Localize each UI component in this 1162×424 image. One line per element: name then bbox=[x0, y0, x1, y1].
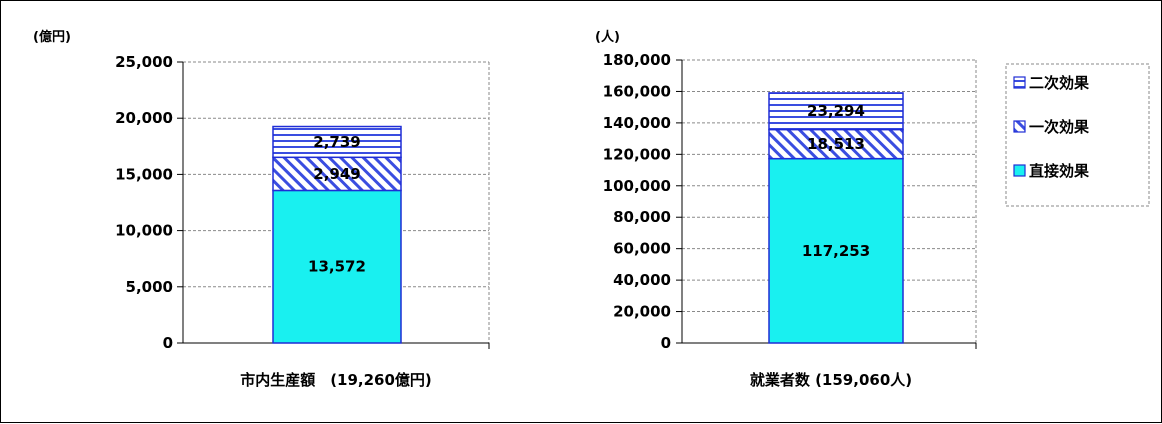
y-tick-label: 40,000 bbox=[613, 271, 671, 289]
bar-secondary bbox=[272, 125, 402, 159]
category-label: 市内生産額 (19,260億円) bbox=[240, 371, 432, 389]
bar-direct bbox=[272, 189, 402, 344]
y-tick-label: 160,000 bbox=[603, 82, 671, 100]
data-label-primary: 2,949 bbox=[313, 165, 360, 183]
category-label: 就業者数 (159,060人) bbox=[750, 371, 912, 389]
y-tick-label: 140,000 bbox=[603, 114, 671, 132]
legend-label: 二次効果 bbox=[1029, 74, 1090, 92]
y-tick-label: 20,000 bbox=[613, 303, 671, 321]
legend-swatch bbox=[1013, 164, 1026, 177]
legend-label: 直接効果 bbox=[1029, 162, 1090, 180]
bar-direct bbox=[768, 157, 904, 344]
unit-label: (人) bbox=[595, 29, 620, 45]
y-tick-label: 25,000 bbox=[115, 53, 173, 71]
y-tick-label: 15,000 bbox=[115, 165, 173, 183]
y-tick-label: 0 bbox=[661, 334, 671, 352]
y-tick-label: 180,000 bbox=[603, 51, 671, 69]
data-label-direct: 13,572 bbox=[308, 258, 366, 276]
legend-label: 一次効果 bbox=[1029, 118, 1090, 136]
data-label-secondary: 23,294 bbox=[807, 102, 865, 120]
y-tick-label: 80,000 bbox=[613, 208, 671, 226]
data-label-secondary: 2,739 bbox=[313, 133, 360, 151]
y-tick-label: 10,000 bbox=[115, 222, 173, 240]
unit-label: (億円) bbox=[33, 29, 71, 45]
chart-2: 0 20,000 40,000 60,000 80,000 100,000 120,000 1… bbox=[595, 29, 977, 389]
y-tick-label: 120,000 bbox=[603, 145, 671, 163]
y-tick-label: 20,000 bbox=[115, 109, 173, 127]
data-label-direct: 117,253 bbox=[802, 242, 870, 260]
data-label-primary: 18,513 bbox=[807, 135, 865, 153]
bar-secondary bbox=[768, 92, 904, 131]
legend-swatch bbox=[1013, 76, 1026, 89]
y-tick-label: 100,000 bbox=[603, 177, 671, 195]
chart-1: 0 5,000 10,000 15,000 20,000 25,000 (億円) 13,572… bbox=[33, 29, 490, 389]
y-tick-label: 0 bbox=[163, 334, 173, 352]
legend-swatch bbox=[1013, 120, 1026, 133]
y-tick-label: 5,000 bbox=[126, 278, 173, 296]
bar-primary bbox=[768, 128, 904, 160]
y-tick-label: 60,000 bbox=[613, 240, 671, 258]
legend-box bbox=[1005, 63, 1150, 207]
